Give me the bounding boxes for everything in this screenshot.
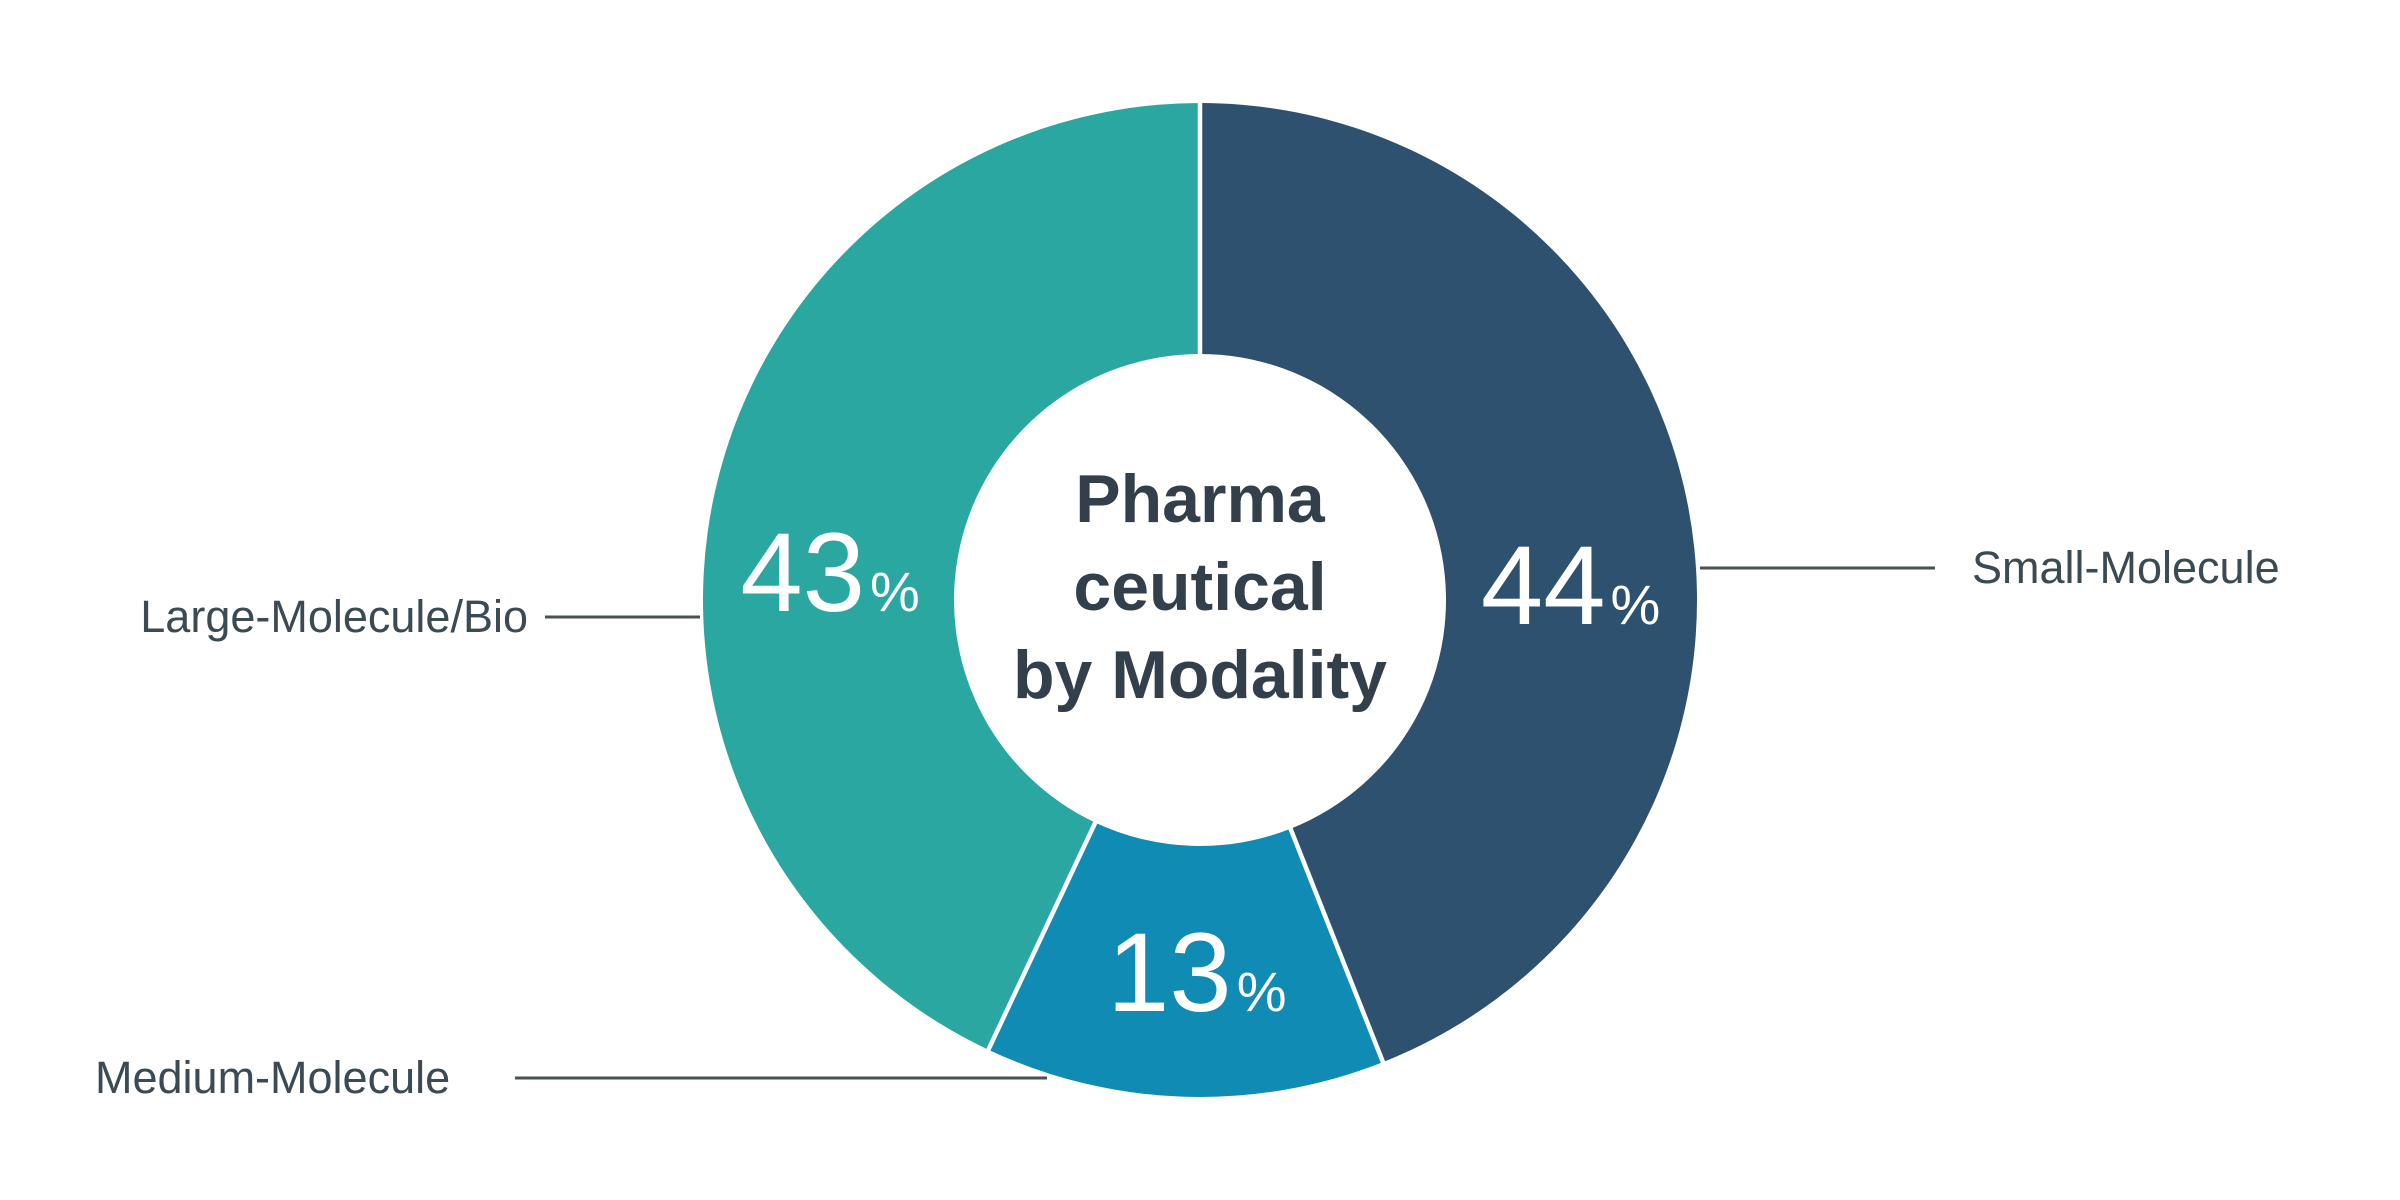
percent-label-medium-molecule: 13% bbox=[1107, 910, 1286, 1035]
percent-label-large-molecule-bio: 43% bbox=[740, 510, 919, 635]
pie-segment-small-molecule bbox=[1200, 103, 1698, 1063]
segment-dividers bbox=[985, 100, 1387, 1066]
percent-labels: 44% 13% 43% bbox=[740, 510, 1660, 1035]
callout-label-small-molecule: Small-Molecule bbox=[1972, 542, 2280, 593]
chart-center-title: Pharma ceutical by Modality bbox=[950, 455, 1450, 719]
segment-divider bbox=[985, 818, 1099, 1054]
callout-label-medium-molecule: Medium-Molecule bbox=[95, 1052, 450, 1103]
segment-divider bbox=[1287, 825, 1387, 1066]
chart-center-title-line-3: by Modality bbox=[1012, 637, 1388, 713]
chart-center-title-line-1: Pharma bbox=[1075, 461, 1325, 537]
pie-segment-medium-molecule bbox=[988, 822, 1383, 1098]
percent-label-small-molecule: 44% bbox=[1481, 523, 1660, 648]
callout-label-large-molecule-bio: Large-Molecule/Bio bbox=[140, 591, 528, 642]
pie-segment-large-molecule-bio bbox=[703, 103, 1200, 1050]
chart-center-title-line-2: ceutical bbox=[1073, 549, 1327, 625]
donut-wedges bbox=[703, 103, 1698, 1098]
